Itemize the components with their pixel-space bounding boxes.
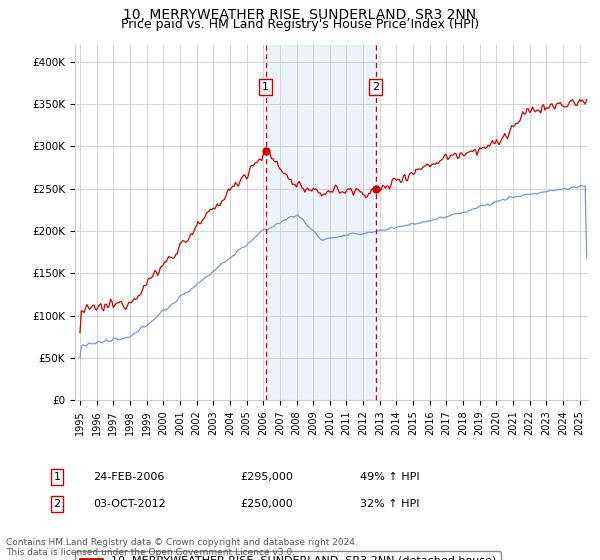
Text: 49% ↑ HPI: 49% ↑ HPI bbox=[360, 472, 419, 482]
Text: £295,000: £295,000 bbox=[240, 472, 293, 482]
Text: Contains HM Land Registry data © Crown copyright and database right 2024.
This d: Contains HM Land Registry data © Crown c… bbox=[6, 538, 358, 557]
Legend: 10, MERRYWEATHER RISE, SUNDERLAND, SR3 2NN (detached house), HPI: Average price,: 10, MERRYWEATHER RISE, SUNDERLAND, SR3 2… bbox=[76, 550, 501, 560]
Text: 03-OCT-2012: 03-OCT-2012 bbox=[93, 499, 166, 509]
Text: 2: 2 bbox=[53, 499, 61, 509]
Text: 2: 2 bbox=[372, 82, 379, 92]
Text: 24-FEB-2006: 24-FEB-2006 bbox=[93, 472, 164, 482]
Text: £250,000: £250,000 bbox=[240, 499, 293, 509]
Text: Price paid vs. HM Land Registry's House Price Index (HPI): Price paid vs. HM Land Registry's House … bbox=[121, 18, 479, 31]
Text: 10, MERRYWEATHER RISE, SUNDERLAND, SR3 2NN: 10, MERRYWEATHER RISE, SUNDERLAND, SR3 2… bbox=[124, 8, 476, 22]
Text: 32% ↑ HPI: 32% ↑ HPI bbox=[360, 499, 419, 509]
Text: 1: 1 bbox=[262, 82, 269, 92]
Bar bbox=[266, 45, 376, 400]
Text: 1: 1 bbox=[53, 472, 61, 482]
